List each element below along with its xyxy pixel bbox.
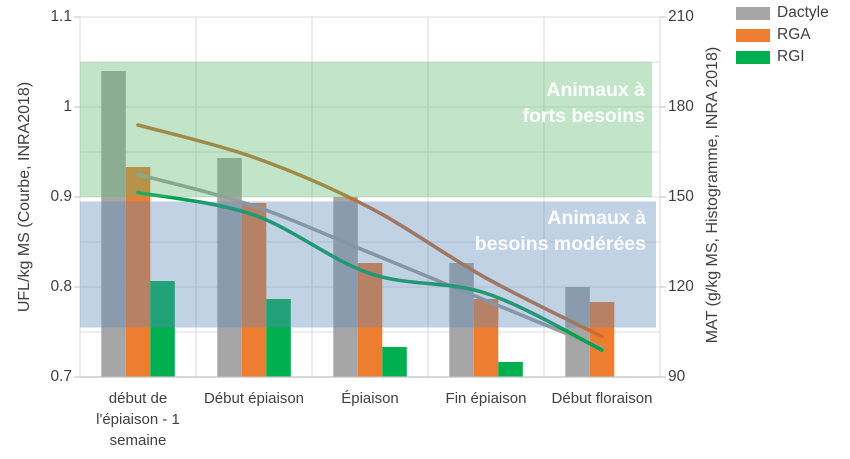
legend-item-rga: RGA: [736, 26, 829, 43]
right-axis-tick-label: 150: [668, 188, 694, 205]
left-axis-tick-label: 0.8: [50, 278, 72, 295]
right-axis-tick-label: 90: [668, 368, 686, 385]
right-axis-tick-label: 210: [668, 8, 694, 25]
line-dactyle: [136, 172, 604, 350]
legend-label-rga: RGA: [777, 26, 811, 43]
legend-label-rgi: RGI: [777, 48, 805, 65]
bar-dactyle-2: [333, 197, 358, 377]
left-axis-tick-label: 1: [63, 98, 72, 115]
band-label-forts-besoins: Animaux à forts besoins: [522, 79, 645, 127]
legend-swatch-dactyle: [736, 6, 770, 20]
legend-swatch-rga: [736, 28, 770, 42]
legend-swatch-rgi: [736, 50, 770, 64]
bar-dactyle-3: [449, 263, 474, 377]
bar-rga-2: [357, 263, 383, 377]
bar-rga-1: [241, 203, 267, 377]
legend-label-dactyle: Dactyle: [777, 4, 829, 21]
right-axis-tick-label: 120: [668, 278, 694, 295]
x-category-label-4: Début floraison: [551, 390, 653, 407]
bar-rga-0: [125, 167, 151, 377]
bar-dactyle-0: [101, 71, 126, 377]
right-axis-tick-label: 180: [668, 98, 694, 115]
bar-rga-4: [589, 302, 615, 377]
left-axis-tick-label: 1.1: [50, 8, 72, 25]
band-green: [80, 62, 652, 197]
left-axis-title: UFL/kg MS (Courbe, INRA2018): [16, 81, 33, 313]
legend: Dactyle RGA RGI: [736, 4, 829, 72]
band-label-besoins-moderees: Animaux à besoins modérées: [474, 207, 646, 255]
bar-rgi-0: [150, 281, 175, 377]
left-axis-tick-label: 0.7: [50, 368, 72, 385]
line-rga: [136, 123, 604, 339]
bar-rgi-1: [266, 299, 291, 377]
left-axis-tick-label: 0.9: [50, 188, 72, 205]
x-category-label-1: Début épiaison: [203, 390, 305, 407]
band-blue: [80, 201, 656, 328]
legend-item-rgi: RGI: [736, 48, 829, 65]
right-axis-title: MAT (g/kg MS, Histogramme, INRA 2018): [704, 46, 721, 344]
x-category-label-0: début de l'épiaison - 1 semaine: [96, 390, 180, 449]
legend-item-dactyle: Dactyle: [736, 4, 829, 21]
x-category-label-3: Fin épiaison: [445, 390, 527, 407]
bar-rgi-3: [498, 362, 523, 377]
bar-rga-3: [473, 299, 499, 377]
bar-rgi-2: [382, 347, 407, 377]
x-category-label-2: Épiaison: [341, 390, 399, 407]
line-rgi: [136, 190, 604, 352]
